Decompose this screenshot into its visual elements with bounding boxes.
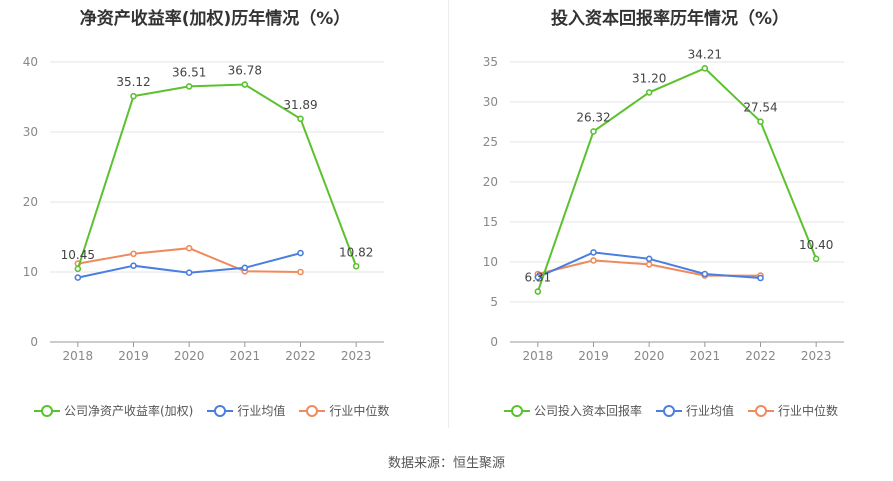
- data-point-company[interactable]: [352, 262, 360, 270]
- legend-line-marker-icon: [504, 404, 530, 417]
- y-tick-label: 0: [490, 335, 498, 349]
- x-tick-label: 2020: [634, 349, 665, 363]
- x-tick-label: 2018: [523, 349, 554, 363]
- data-point-avg[interactable]: [74, 274, 82, 281]
- data-point-avg[interactable]: [297, 249, 304, 257]
- x-tick-label: 2019: [118, 349, 149, 363]
- x-tick-label: 2018: [63, 349, 94, 363]
- data-point-avg[interactable]: [534, 273, 542, 281]
- y-tick-label: 5: [490, 295, 498, 309]
- data-point-company[interactable]: [74, 265, 82, 273]
- data-point-company[interactable]: [590, 128, 597, 135]
- legend-item-median[interactable]: 行业中位数: [748, 402, 838, 419]
- roe-line-chart: 0 10 20 30 40 2018 2019 2020 2021 2022 2023 10.45 35…: [23, 55, 384, 363]
- data-label: 36.51: [172, 65, 206, 79]
- data-point-company[interactable]: [185, 83, 193, 90]
- x-tick-label: 2021: [230, 349, 261, 363]
- x-tick-label: 2023: [801, 349, 832, 363]
- y-tick-label: 10: [483, 255, 498, 269]
- series-line-company: [536, 67, 818, 292]
- legend-item-company[interactable]: 公司净资产收益率(加权): [34, 402, 193, 419]
- legend-line-marker-icon: [34, 404, 60, 417]
- legend-label: 公司净资产收益率(加权): [64, 404, 194, 418]
- data-point-avg[interactable]: [130, 262, 137, 270]
- data-label: 31.20: [632, 71, 666, 85]
- data-point-avg[interactable]: [645, 255, 653, 263]
- series-line-company: [76, 83, 358, 270]
- data-label: 34.21: [688, 47, 722, 61]
- legend-item-avg[interactable]: 行业均值: [207, 402, 285, 419]
- legend-line-marker-icon: [207, 404, 234, 417]
- legend-label: 行业均值: [686, 404, 735, 418]
- x-tick-label: 2021: [690, 349, 721, 363]
- data-point-company[interactable]: [130, 92, 137, 100]
- y-tick-label: 30: [23, 125, 38, 139]
- legend-label: 行业中位数: [778, 404, 839, 418]
- data-point-median[interactable]: [590, 257, 597, 264]
- chart-title-roic: 投入资本回报率历年情况（%）: [550, 9, 790, 29]
- data-point-company[interactable]: [534, 288, 542, 295]
- series-line-median: [77, 247, 301, 273]
- y-tick-label: 20: [483, 175, 498, 189]
- x-tick-label: 2023: [341, 349, 372, 363]
- data-label: 35.12: [116, 75, 150, 89]
- data-label: 10.45: [61, 248, 95, 262]
- legend-label: 公司投入资本回报率: [534, 404, 643, 418]
- data-label: 36.78: [228, 64, 262, 78]
- y-tick-label: 10: [23, 265, 38, 279]
- x-tick-label: 2020: [174, 349, 205, 363]
- legend-label: 行业均值: [237, 404, 286, 418]
- data-label: 6.31: [524, 271, 551, 285]
- x-tick-label: 2019: [578, 349, 609, 363]
- data-label: 26.32: [576, 110, 610, 124]
- y-tick-label: 40: [23, 55, 38, 69]
- chart-title-roe: 净资产收益率(加权)历年情况（%）: [79, 9, 351, 29]
- data-point-avg[interactable]: [241, 264, 249, 272]
- roic-legend: 公司投入资本回报率 行业均值 行业中位数: [504, 402, 852, 419]
- y-tick-label: 20: [23, 195, 38, 209]
- y-tick-label: 0: [30, 335, 38, 349]
- data-point-avg[interactable]: [185, 269, 193, 277]
- data-point-median[interactable]: [130, 250, 137, 258]
- roe-legend: 公司净资产收益率(加权) 行业均值 行业中位数: [34, 402, 403, 419]
- data-point-company[interactable]: [241, 81, 249, 88]
- data-source-note: 数据来源：恒生聚源: [387, 456, 505, 471]
- data-point-median[interactable]: [297, 268, 304, 276]
- legend-item-company[interactable]: 公司投入资本回报率: [504, 402, 642, 419]
- data-point-avg[interactable]: [590, 249, 597, 256]
- data-point-company[interactable]: [645, 89, 653, 96]
- legend-line-marker-icon: [299, 404, 326, 417]
- data-point-avg[interactable]: [757, 274, 764, 282]
- legend-item-avg[interactable]: 行业均值: [656, 402, 734, 419]
- data-label: 10.40: [799, 238, 833, 252]
- legend-line-marker-icon: [656, 404, 683, 417]
- legend-label: 行业中位数: [329, 404, 390, 418]
- x-tick-label: 2022: [285, 349, 316, 363]
- roic-line-chart: 0 5 10 15 20 25 30 35 2018 2019 2020 2021 2022 2023 6.…: [483, 47, 844, 363]
- data-label: 31.89: [283, 98, 317, 112]
- data-point-avg[interactable]: [701, 270, 709, 278]
- data-label: 10.82: [339, 245, 373, 259]
- chart-divider: [448, 0, 449, 428]
- legend-item-median[interactable]: 行业中位数: [299, 402, 389, 419]
- data-point-company[interactable]: [757, 118, 764, 125]
- data-point-company[interactable]: [297, 115, 304, 123]
- data-point-company[interactable]: [701, 65, 709, 72]
- x-tick-label: 2022: [745, 349, 776, 363]
- data-label: 27.54: [743, 101, 777, 115]
- y-tick-label: 25: [483, 135, 498, 149]
- y-tick-label: 15: [483, 215, 498, 229]
- y-tick-label: 30: [483, 95, 498, 109]
- data-point-company[interactable]: [812, 255, 820, 263]
- data-point-median[interactable]: [645, 261, 653, 268]
- y-tick-label: 35: [483, 55, 498, 69]
- data-point-median[interactable]: [185, 244, 193, 252]
- legend-line-marker-icon: [748, 404, 775, 417]
